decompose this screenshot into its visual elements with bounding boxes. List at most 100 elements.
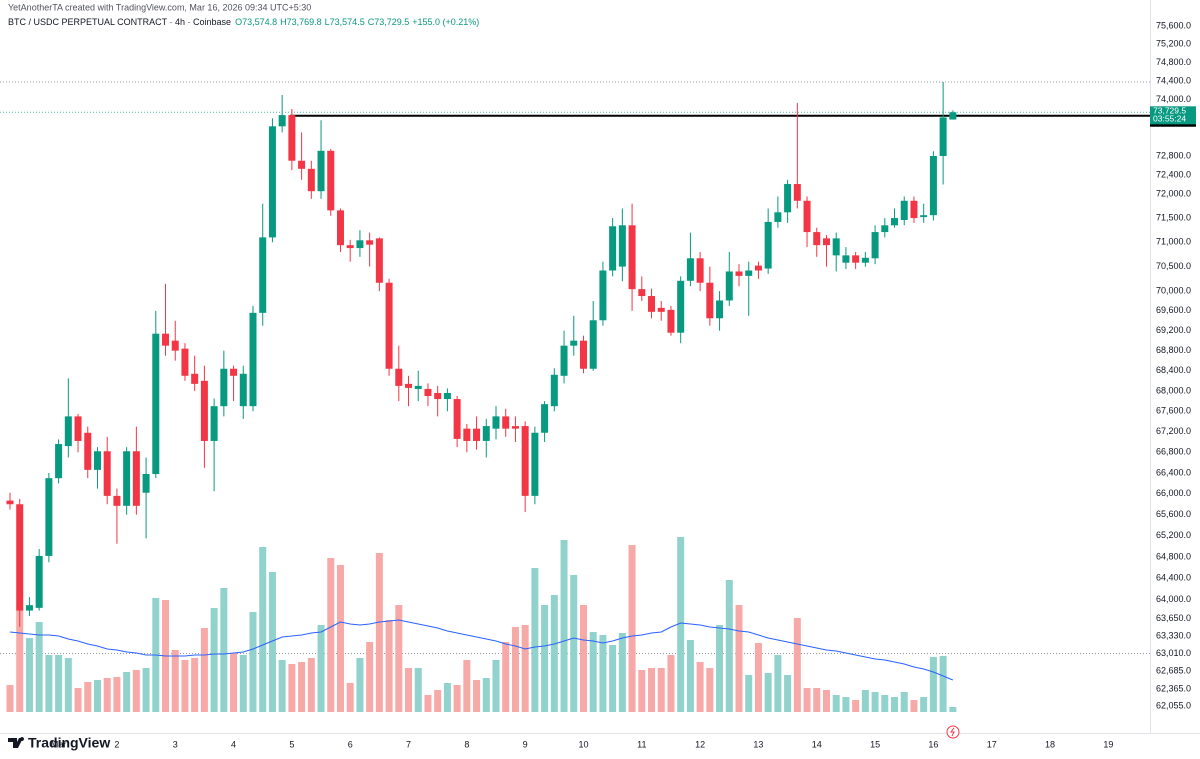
logo-icon [8, 737, 25, 748]
candle-body [200, 380, 208, 441]
y-tick-label: 75,200.0 [1156, 39, 1191, 49]
candle-body [6, 500, 14, 505]
candle-body [405, 383, 413, 388]
y-tick-label: 62,365.0 [1156, 683, 1191, 693]
candle-body [298, 160, 306, 169]
candle-body [861, 257, 869, 263]
ohlc-low: L73,574.5 [325, 17, 365, 27]
volume-bar [249, 612, 257, 712]
volume-bar [123, 672, 131, 712]
volume-bar [939, 656, 947, 712]
candle-body [657, 307, 665, 312]
candle-body [793, 184, 801, 201]
y-tick-label: 69,200.0 [1156, 325, 1191, 335]
volume-bar [910, 700, 918, 712]
candle-body [317, 150, 325, 192]
y-tick-label: 64,400.0 [1156, 573, 1191, 583]
volume-bar [443, 683, 451, 712]
volume-bar [395, 605, 403, 712]
volume-bar [132, 670, 140, 712]
ohlc-open: O73,574.8 [235, 17, 277, 27]
logo-text: TradingView [28, 735, 110, 751]
x-tick-label: 15 [870, 739, 880, 749]
candle-body [336, 210, 344, 246]
candle-body [686, 258, 694, 281]
volume-bar [657, 668, 665, 712]
volume-bar [336, 565, 344, 712]
x-tick-label: 3 [173, 739, 178, 749]
candle-body [803, 200, 811, 233]
volume-bar [774, 655, 782, 712]
y-tick-label: 62,055.0 [1156, 700, 1191, 710]
volume-bar [764, 673, 772, 712]
candle-body [764, 221, 772, 269]
volume-bar [842, 697, 850, 712]
candle-body [832, 238, 840, 256]
volume-bar [385, 620, 393, 712]
volume-bar [793, 618, 801, 712]
volume-bar [599, 635, 607, 712]
candle-body [852, 255, 860, 263]
y-tick-label: 63,650.0 [1156, 613, 1191, 623]
candles-layer [6, 82, 957, 627]
volume-bar [541, 605, 549, 712]
candle-body [696, 258, 704, 283]
volume-bar [745, 675, 753, 712]
candle-body [706, 282, 714, 319]
candle-body [249, 312, 257, 407]
volume-bar [55, 655, 63, 712]
volume-bar [113, 677, 121, 712]
x-tick-label: 17 [987, 739, 997, 749]
volume-bar [803, 688, 811, 712]
volume-bar [239, 655, 247, 712]
candle-body [482, 426, 490, 441]
y-tick-label: 66,400.0 [1156, 467, 1191, 477]
levels-layer [0, 81, 1150, 654]
x-tick-label: 11 [637, 739, 646, 749]
last-price-badge [1150, 106, 1196, 125]
volume-bar [288, 664, 296, 712]
candle-body [16, 504, 24, 611]
candle-body [618, 225, 626, 267]
y-tick-label: 71,000.0 [1156, 237, 1191, 247]
candle-body [511, 426, 519, 429]
y-tick-label: 67,600.0 [1156, 406, 1191, 416]
y-tick-label: 63,330.0 [1156, 630, 1191, 640]
candle-body [74, 416, 82, 441]
x-tick-label: 18 [1045, 739, 1055, 749]
candle-body [366, 240, 374, 245]
icon-bolt [950, 727, 955, 737]
volume-bar [103, 678, 111, 712]
volume-bar [93, 680, 101, 712]
y-tick-label: 70,500.0 [1156, 261, 1191, 271]
y-tick-label: 70,000.0 [1156, 285, 1191, 295]
volume-bar [929, 657, 937, 712]
volume-bar [482, 678, 490, 712]
candle-body [25, 605, 33, 611]
candle-body [609, 226, 617, 271]
candle-body [813, 232, 821, 246]
candle-body [560, 345, 568, 376]
candle-body [774, 212, 782, 222]
volume-bar [521, 625, 529, 712]
volume-bar [424, 695, 432, 712]
watermark: YetAnotherTA created with TradingView.co… [8, 2, 311, 12]
candle-body [113, 495, 121, 506]
volume-bar [492, 660, 500, 712]
replay-icon [946, 725, 960, 739]
x-tick-label: 5 [289, 739, 294, 749]
volume-bar [628, 545, 636, 712]
candle-body [220, 368, 228, 407]
candle-body [910, 200, 918, 219]
x-tick-label: 16 [928, 739, 938, 749]
candle-body [822, 238, 830, 246]
candle-body [492, 416, 500, 429]
y-tick-label: 75,600.0 [1156, 20, 1191, 30]
volume-bar [356, 658, 364, 712]
candle-body [395, 368, 403, 386]
volume-bar [531, 568, 539, 712]
volume-bar [696, 662, 704, 712]
candle-body [424, 388, 432, 397]
candle-body [716, 300, 724, 319]
volume-bar [278, 660, 286, 712]
